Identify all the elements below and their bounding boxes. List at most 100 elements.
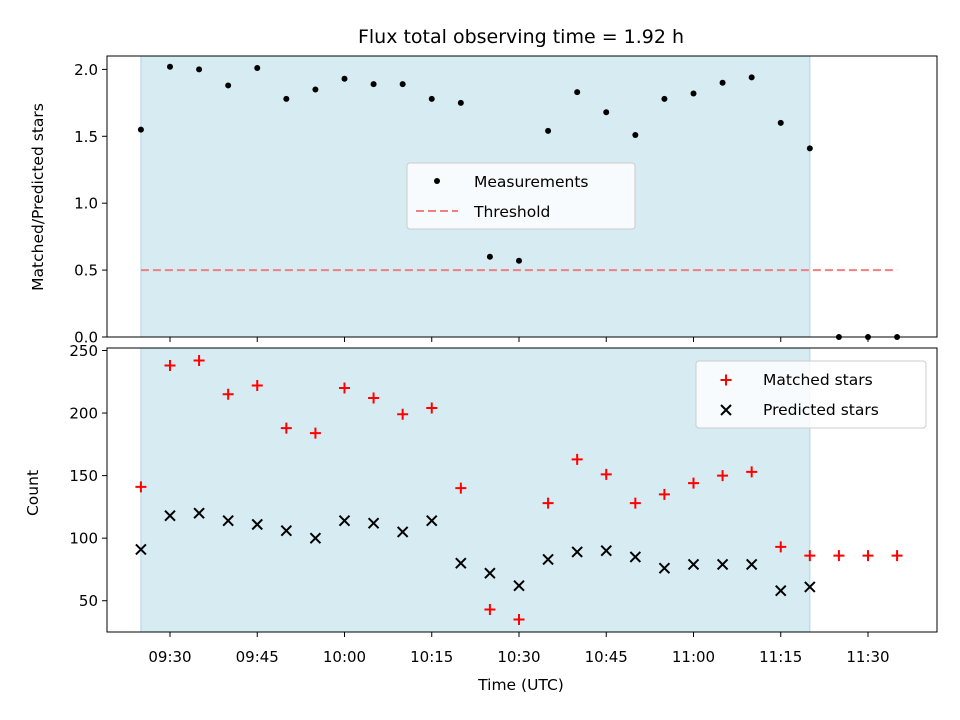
predicted-stars-point <box>658 562 671 574</box>
bottom-y-tick-label: 150 <box>69 467 98 485</box>
bottom-y-tick-label: 250 <box>69 342 98 360</box>
predicted-stars-point <box>804 581 816 593</box>
top-y-tick-label: 0.5 <box>74 262 98 280</box>
chart-title: Flux total observing time = 1.92 h <box>358 26 684 48</box>
x-tick-label: 11:00 <box>672 648 715 666</box>
matched-stars-point <box>135 481 147 493</box>
matched-stars-point <box>426 402 438 414</box>
predicted-stars-point <box>135 543 147 556</box>
predicted-stars-point <box>396 526 409 538</box>
matched-stars-point <box>571 453 583 465</box>
top-y-tick-label: 1.0 <box>74 195 98 213</box>
predicted-stars-point <box>629 551 642 563</box>
measurement-point <box>545 127 552 134</box>
measurement-point <box>399 81 406 88</box>
matched-stars-point <box>891 550 903 562</box>
predicted-stars-point <box>455 557 467 569</box>
predicted-stars-point <box>222 514 234 527</box>
measurement-point <box>312 86 319 93</box>
measurement-point <box>486 253 493 260</box>
measurement-point <box>806 145 813 152</box>
measurement-point <box>574 89 581 96</box>
legend-predicted-marker <box>720 404 732 416</box>
measurement-point <box>225 82 232 89</box>
x-axis-label: Time (UTC) <box>477 676 564 694</box>
measurement-point <box>516 257 522 264</box>
matched-stars-point <box>193 355 205 367</box>
predicted-stars-point <box>280 524 293 537</box>
measurement-point <box>777 119 784 126</box>
legend-measurements-label: Measurements <box>474 173 589 191</box>
top-panel: 0.0 0.5 1.0 1.5 2.0 Measurements Threshold <box>74 55 938 347</box>
measurement-point <box>661 95 668 102</box>
predicted-stars-point <box>338 514 351 527</box>
measurement-point <box>428 95 435 102</box>
predicted-stars-point <box>484 567 496 579</box>
bottom-y-tick-label: 100 <box>69 530 98 548</box>
matched-stars-point <box>833 550 845 562</box>
legend-predicted-label: Predicted stars <box>763 401 879 419</box>
legend-matched-marker <box>720 374 732 386</box>
matched-stars-point <box>164 360 176 372</box>
top-y-tick-label: 1.5 <box>74 128 98 146</box>
x-tick-label: 10:45 <box>585 648 628 666</box>
predicted-stars-point <box>775 585 787 597</box>
top-axes-frame <box>106 55 938 338</box>
predicted-stars-point <box>571 546 583 558</box>
top-y-tick-label: 2.0 <box>74 61 98 79</box>
top-y-tick-label: 0.0 <box>74 329 98 347</box>
matched-stars-point <box>513 613 525 625</box>
bottom-y-tick-label: 50 <box>79 592 98 610</box>
x-tick-label: 11:15 <box>759 648 802 666</box>
predicted-stars-point <box>513 580 525 592</box>
predicted-stars-point <box>309 532 322 544</box>
measurement-point <box>283 95 290 102</box>
matched-stars-point <box>397 408 409 420</box>
measurement-point <box>748 74 755 81</box>
bottom-y-tick-label: 200 <box>69 405 98 423</box>
x-tick-label: 10:30 <box>497 648 540 666</box>
x-tick-label: 10:15 <box>410 648 453 666</box>
matched-stars-point <box>804 550 816 562</box>
top-y-axis-label: Matched/Predicted stars <box>29 103 47 291</box>
measurement-point <box>137 126 144 133</box>
matched-stars-point <box>251 380 263 392</box>
matched-stars-point <box>368 392 380 404</box>
legend-matched-label: Matched stars <box>763 371 873 389</box>
matched-stars-point <box>775 541 787 553</box>
predicted-stars-point <box>600 544 612 557</box>
matched-stars-point <box>542 497 554 509</box>
matched-stars-point <box>222 388 234 400</box>
top-legend <box>406 162 636 230</box>
predicted-stars-point <box>367 517 380 529</box>
bottom-legend <box>695 360 927 429</box>
matched-stars-point <box>629 497 641 509</box>
measurement-point <box>719 79 726 86</box>
predicted-stars-point <box>542 553 554 566</box>
bottom-axes-frame <box>106 347 938 633</box>
matched-stars-point <box>484 603 496 615</box>
measurement-point <box>690 90 697 97</box>
measurement-point <box>341 75 348 82</box>
predicted-stars-point <box>745 558 758 571</box>
matched-stars-point <box>688 477 699 489</box>
measurement-point <box>457 99 464 106</box>
matched-stars-point <box>600 468 612 480</box>
matched-stars-point <box>455 482 467 494</box>
matched-stars-point <box>717 470 729 482</box>
matched-stars-point <box>280 422 292 434</box>
matched-stars-point <box>309 427 321 439</box>
predicted-stars-point <box>164 509 176 522</box>
predicted-stars-point <box>687 558 700 571</box>
bottom-y-axis-label: Count <box>24 470 42 516</box>
matched-stars-point <box>339 382 350 394</box>
predicted-stars-point <box>251 518 263 531</box>
predicted-stars-point <box>426 514 438 527</box>
matched-stars-point <box>746 466 758 478</box>
measurement-point <box>254 65 261 72</box>
measurement-point <box>167 63 173 70</box>
x-tick-label: 10:00 <box>323 648 366 666</box>
measurement-point <box>196 66 203 73</box>
legend-measurements-marker <box>434 178 440 184</box>
